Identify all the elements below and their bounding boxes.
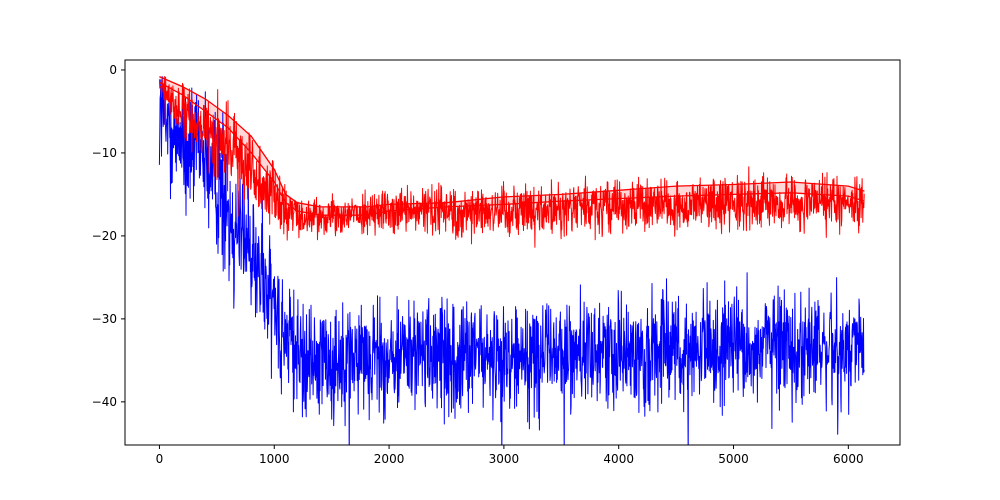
series-line-blue-noisy-0 [158,76,865,445]
x-tick-label: 6000 [833,452,864,466]
axes-frame [124,59,901,446]
series-line-red-smooth-1 [159,81,865,216]
series-line-red-noisy-1 [158,76,865,248]
series-layer [158,76,865,445]
x-tick-label: 1000 [259,452,290,466]
y-tick-label: −20 [92,229,117,243]
x-tick-label: 2000 [374,452,405,466]
y-tick-label: 0 [109,63,117,77]
y-axis: 0 −10 −20 −30 −40 [92,63,125,409]
x-tick-label: 5000 [718,452,749,466]
y-tick-label: −40 [92,395,117,409]
y-tick-label: −10 [92,146,117,160]
x-tick-label: 3000 [489,452,520,466]
plot-area [158,76,865,445]
x-axis: 0 1000 2000 3000 4000 5000 6000 [156,445,864,466]
x-tick-label: 4000 [603,452,634,466]
y-tick-label: −30 [92,312,117,326]
series-line-red-smooth-0 [159,76,865,208]
x-tick-label: 0 [156,452,164,466]
